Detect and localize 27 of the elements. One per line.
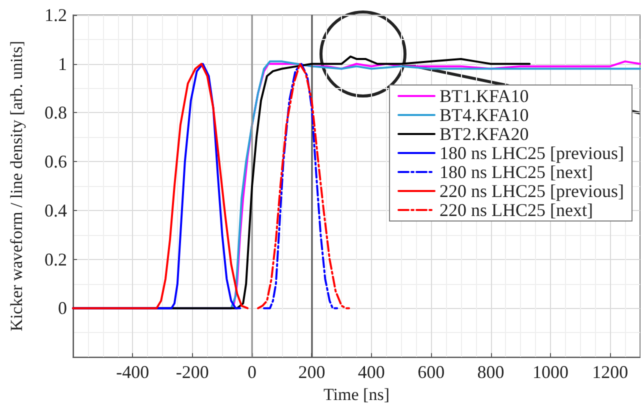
x-tick-label: -200 (176, 362, 209, 382)
y-tick-label: 0.8 (44, 102, 67, 123)
x-tick-label: 1200 (592, 362, 628, 382)
x-tick-label: 1000 (532, 362, 568, 382)
y-tick-label: 1 (58, 54, 67, 74)
y-tick-label: 1.2 (44, 5, 67, 25)
y-tick-label: 0 (58, 298, 67, 318)
legend-label: 220 ns LHC25 [next] (440, 200, 593, 220)
line-series (262, 62, 338, 310)
y-tick-label: 0.6 (44, 152, 67, 172)
x-tick-label: 200 (298, 362, 326, 382)
legend-label: BT1.KFA10 (440, 86, 529, 106)
y-axis-title: Kicker waveform / line density [arb. units] (7, 40, 26, 332)
x-tick-label: -400 (116, 362, 150, 382)
legend-label: BT4.KFA10 (440, 105, 529, 125)
y-tick-label: 0.4 (44, 200, 67, 220)
y-tick-label: 0.2 (44, 249, 67, 270)
x-tick-label: 600 (418, 362, 445, 382)
x-axis-title: Time [ns] (324, 385, 390, 404)
line-series (257, 62, 350, 310)
x-tick-label: 800 (477, 362, 504, 382)
x-tick-label: 400 (358, 362, 385, 382)
legend-label: 220 ns LHC25 [previous] (440, 181, 624, 201)
legend-label: 180 ns LHC25 [next] (440, 162, 593, 182)
legend-label: 180 ns LHC25 [previous] (440, 143, 624, 163)
x-tick-label: 0 (248, 362, 257, 382)
legend-label: BT2.KFA20 (440, 124, 529, 144)
